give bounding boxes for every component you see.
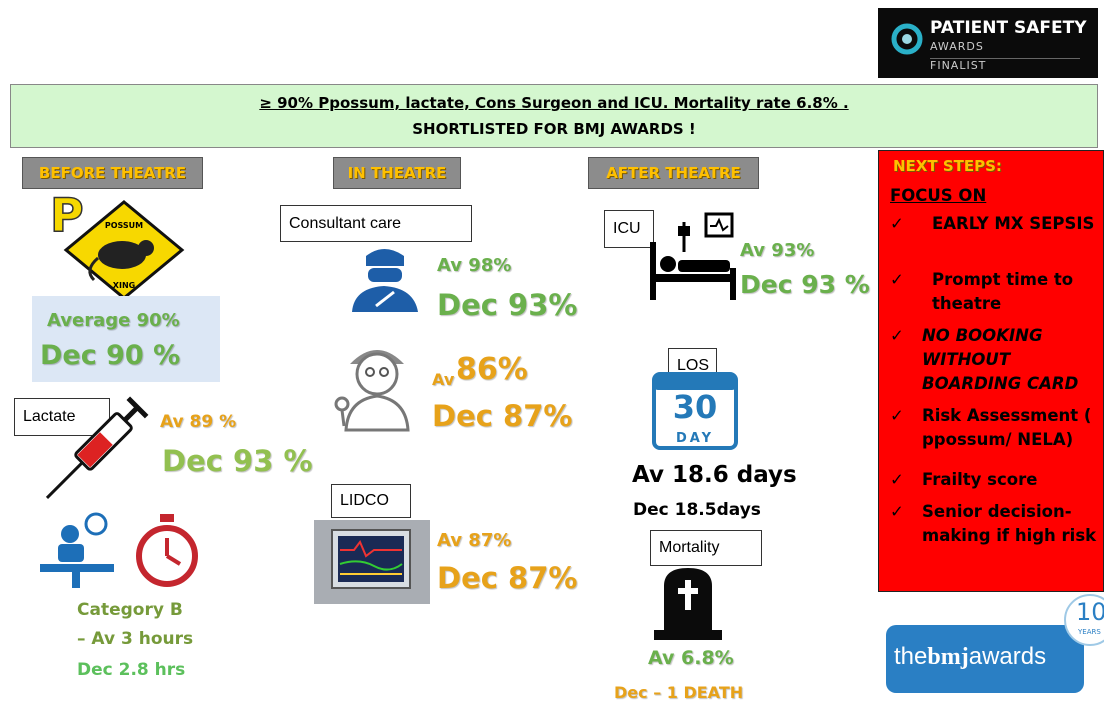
- anaesthetist-avg-prefix: Av: [432, 370, 455, 389]
- check-mark: ✓: [890, 406, 904, 425]
- next-step-text: Senior decision-making if high risk: [922, 502, 1097, 545]
- lidco-monitor: [314, 520, 430, 604]
- next-step-text: Risk Assessment ( ppossum/ NELA): [922, 406, 1092, 449]
- category-dec: Dec 2.8 hrs: [77, 660, 186, 680]
- bmj-bmj: bmj: [927, 644, 969, 670]
- check-mark: ✓: [890, 270, 904, 289]
- next-steps-title: NEXT STEPS:: [893, 157, 1002, 175]
- sign-top: POSSUM: [105, 221, 143, 230]
- bmj-logo-text: thebmjawards: [894, 643, 1046, 671]
- logo-status: FINALIST: [930, 58, 1080, 72]
- consultant-label: Consultant care: [280, 205, 472, 242]
- check-mark: ✓: [890, 470, 904, 489]
- header-before: BEFORE THEATRE: [22, 157, 203, 189]
- los-avg: Av 18.6 days: [632, 462, 797, 488]
- mortality-dec: Dec – 1 DEATH: [614, 683, 744, 702]
- lactate-dec: Dec 93 %: [162, 444, 313, 478]
- lactate-avg: Av 89 %: [160, 412, 237, 432]
- bmj-logo: thebmjawards: [886, 625, 1084, 693]
- p-letter: P: [49, 187, 84, 243]
- banner-line2: SHORTLISTED FOR BMJ AWARDS !: [412, 120, 696, 138]
- possum-avg: Average 90%: [47, 310, 180, 331]
- check-mark: ✓: [890, 502, 904, 521]
- header-after: AFTER THEATRE: [588, 157, 759, 189]
- stopwatch-icon: [136, 514, 198, 587]
- next-step-text: NO BOOKING WITHOUT BOARDING CARD: [922, 326, 1079, 393]
- mortality-label: Mortality: [650, 530, 762, 566]
- icu-label: ICU: [604, 210, 654, 248]
- calendar-unit: DAY: [676, 431, 714, 446]
- bmj-the: the: [894, 643, 928, 670]
- possum-sign: POSSUM XING: [63, 200, 185, 300]
- years-badge: 10 YEARS: [1064, 594, 1104, 646]
- next-step-text: EARLY MX SEPSIS: [932, 214, 1095, 233]
- surgeon-icon: [352, 249, 418, 312]
- icu-avg: Av 93%: [740, 240, 815, 261]
- surgery-icon: [40, 512, 114, 588]
- consultant-dec: Dec 93%: [437, 288, 578, 322]
- possum-dec: Dec 90 %: [40, 340, 181, 371]
- consultant-avg: Av 98%: [437, 255, 512, 276]
- category: Category B: [77, 600, 183, 620]
- header-in: IN THEATRE: [333, 157, 461, 189]
- patient-safety-logo: PATIENT SAFETY AWARDS FINALIST: [878, 8, 1098, 78]
- sign-bottom: XING: [113, 281, 135, 290]
- check-mark: ✓: [890, 214, 904, 233]
- banner-line1: ≥ 90% Ppossum, lactate, Cons Surgeon and…: [259, 94, 849, 112]
- mortality-avg: Av 6.8%: [648, 647, 734, 669]
- lidco-label: LIDCO: [331, 484, 411, 518]
- anaesthetist-dec: Dec 87%: [432, 399, 573, 433]
- los-dec: Dec 18.5days: [633, 500, 761, 520]
- years-number: 10: [1076, 598, 1104, 626]
- next-step-text: Frailty score: [922, 470, 1038, 489]
- logo-title: PATIENT SAFETY: [930, 18, 1087, 38]
- banner: ≥ 90% Ppossum, lactate, Cons Surgeon and…: [10, 84, 1098, 148]
- focus-on: FOCUS ON: [890, 186, 987, 205]
- lidco-dec: Dec 87%: [437, 561, 578, 595]
- syringe-icon: [45, 396, 149, 500]
- gravestone-icon: [654, 568, 722, 640]
- logo-swirl: [891, 23, 923, 55]
- years-text: YEARS: [1078, 628, 1101, 636]
- possum-box: [32, 296, 220, 382]
- check-mark: ✓: [890, 326, 904, 345]
- calendar-number: 30: [673, 388, 718, 426]
- logo-subtitle: AWARDS: [930, 40, 984, 53]
- anaesthetist-avg: 86%: [456, 352, 528, 387]
- bmj-awards: awards: [968, 643, 1047, 670]
- anaesthetist-icon: [334, 350, 410, 432]
- category-avg: – Av 3 hours: [77, 629, 194, 649]
- icu-dec: Dec 93 %: [740, 270, 870, 299]
- lidco-avg: Av 87%: [437, 530, 512, 551]
- next-step-text: Prompt time to theatre: [932, 270, 1074, 313]
- lactate-label: Lactate: [14, 398, 110, 436]
- icu-bed-icon: [650, 212, 736, 300]
- calendar-icon: 30 DAY: [652, 372, 738, 450]
